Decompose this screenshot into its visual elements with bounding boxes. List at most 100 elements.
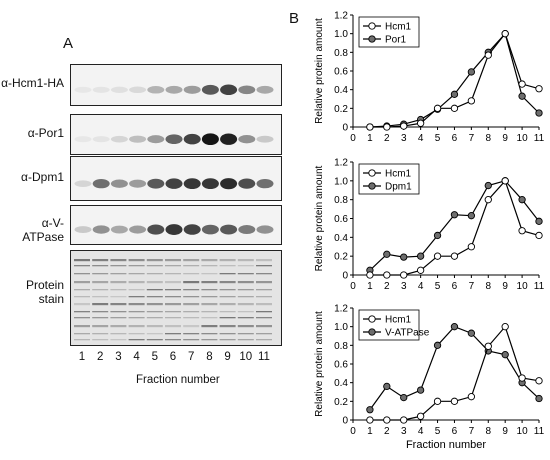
stain-band <box>146 325 163 328</box>
stain-band <box>237 296 254 298</box>
y-tick-label: 0.6 <box>334 214 348 225</box>
stain-band <box>128 333 145 335</box>
x-tick-label: 7 <box>469 133 475 144</box>
y-tick-label: 1.2 <box>334 158 348 169</box>
y-tick-label: 1.0 <box>334 322 348 333</box>
lane-number: 9 <box>224 351 231 363</box>
data-point <box>518 196 526 204</box>
lane-number: 6 <box>169 351 177 363</box>
data-point <box>501 323 509 331</box>
data-point <box>433 252 442 260</box>
data-point <box>450 90 459 98</box>
x-tick-label: 0 <box>350 426 356 437</box>
stain-band <box>237 303 254 306</box>
stain-band <box>256 339 272 341</box>
y-axis-label: Relative protein amount <box>314 18 325 124</box>
data-point <box>501 177 509 185</box>
blot-band <box>129 225 147 234</box>
stain-band <box>74 339 90 341</box>
blot-band <box>165 178 183 189</box>
stain-band <box>201 259 218 262</box>
blot-band <box>92 179 110 189</box>
blot-band <box>256 135 274 143</box>
data-point <box>535 394 543 403</box>
y-tick-label: 0 <box>342 271 348 282</box>
stain-band <box>110 317 127 319</box>
stain-band <box>146 273 163 275</box>
stain-band <box>237 339 254 341</box>
stain-band <box>201 281 218 284</box>
legend-marker <box>368 169 376 177</box>
x-tick-label: 0 <box>350 281 356 292</box>
x-tick-label: 8 <box>485 133 491 144</box>
x-tick-label: 2 <box>384 281 390 292</box>
data-point <box>535 231 543 240</box>
blot-band <box>129 86 147 94</box>
stain-band <box>219 339 236 341</box>
data-point <box>484 51 492 59</box>
x-tick-label: 5 <box>435 133 441 144</box>
legend-marker <box>368 182 376 190</box>
data-point <box>467 243 476 251</box>
legend-box <box>358 16 420 48</box>
blot-image-4 <box>74 224 274 235</box>
stain-band <box>165 303 181 306</box>
data-point <box>450 252 459 260</box>
stain-band <box>183 289 200 291</box>
data-point <box>501 30 509 38</box>
data-point <box>535 377 543 385</box>
data-point <box>383 416 391 424</box>
data-point <box>433 231 442 240</box>
blot-label-3: α-Dpm1 <box>21 169 64 184</box>
stain-background <box>71 251 281 345</box>
legend-entry: Hcm1 <box>385 22 412 33</box>
blot-image-2 <box>74 133 274 146</box>
blot-box-3 <box>70 156 282 201</box>
stain-band <box>237 333 254 335</box>
data-point <box>366 271 374 279</box>
blot-band <box>110 135 128 143</box>
x-tick-label: 7 <box>469 426 475 437</box>
stain-band <box>183 303 200 306</box>
stain-band <box>128 303 145 306</box>
stain-band <box>74 273 90 275</box>
blot-band <box>183 178 201 190</box>
stain-band <box>146 311 163 313</box>
blot-band <box>201 224 219 235</box>
panel-b-charts: 00.20.40.60.81.01.20 1 2 3 4 5 6 7 8 9 10 11Relativ… <box>314 11 545 452</box>
data-point <box>433 104 442 112</box>
legend-marker <box>368 35 376 43</box>
blot-band <box>147 135 165 144</box>
x-tick-label: 10 <box>517 426 529 437</box>
data-point <box>416 412 425 420</box>
stain-label-line1: Protein <box>25 278 64 292</box>
stain-band <box>128 259 145 262</box>
stain-band <box>165 289 181 291</box>
x-tick-label: 4 <box>418 133 424 144</box>
stain-band <box>165 265 181 267</box>
x-tick-label: 5 <box>435 281 441 292</box>
blot-band <box>92 86 110 93</box>
data-point <box>383 123 391 131</box>
stain-band <box>219 311 236 313</box>
stain-band <box>74 333 90 335</box>
stain-band <box>110 339 127 341</box>
x-tick-label: 10 <box>517 133 529 144</box>
y-tick-label: 0.8 <box>334 195 348 206</box>
data-point <box>467 68 476 76</box>
x-tick-label: 11 <box>534 281 545 292</box>
stain-band <box>165 333 181 335</box>
blot-band <box>74 136 92 143</box>
legend-entry: Por1 <box>385 35 407 46</box>
blot-band <box>74 180 92 187</box>
stain-band <box>256 311 272 313</box>
blot-band <box>201 178 219 190</box>
data-point <box>535 109 543 117</box>
lane-number: 7 <box>187 351 195 363</box>
panel-a-xlabel: Fraction number <box>136 374 220 386</box>
data-point <box>501 351 509 359</box>
x-tick-label: 1 <box>367 133 373 144</box>
stain-band <box>183 296 200 298</box>
x-tick-label: 4 <box>418 426 424 437</box>
stain-band <box>128 289 145 291</box>
